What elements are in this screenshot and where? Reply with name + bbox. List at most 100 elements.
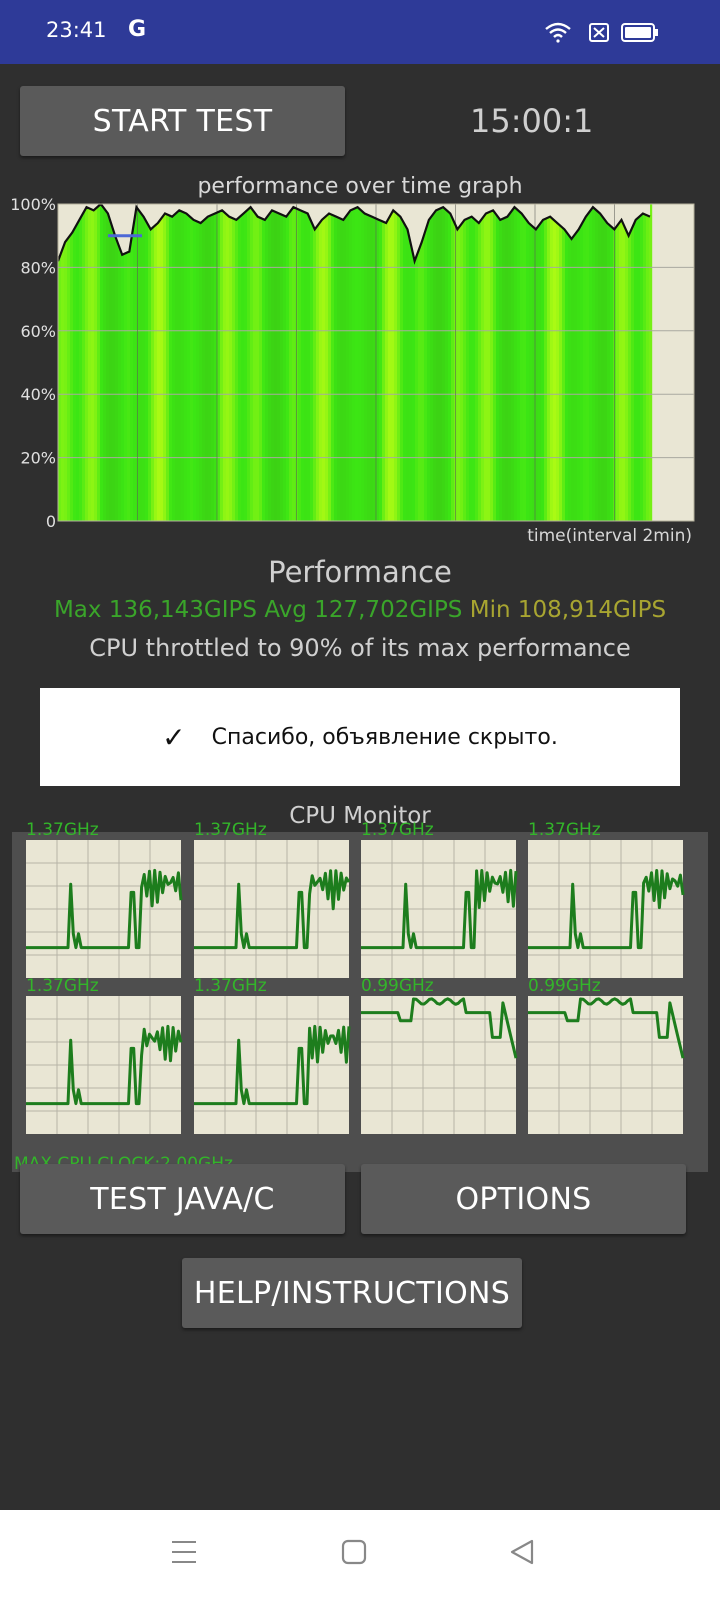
- stripe: [64, 204, 68, 521]
- stripe: [277, 204, 281, 521]
- performance-graph: 100% 80% 60% 40% 20% 0: [0, 195, 720, 532]
- cpu-monitor-title: CPU Monitor: [289, 803, 431, 829]
- stripe: [616, 204, 620, 521]
- stripe: [292, 204, 296, 521]
- stripe: [208, 204, 212, 521]
- stripe: [241, 204, 245, 521]
- stripe: [352, 204, 356, 521]
- stripe: [118, 204, 122, 521]
- stripe: [145, 204, 149, 521]
- stripe: [139, 204, 143, 521]
- stripe: [82, 204, 86, 521]
- help-instructions-button[interactable]: HELP/INSTRUCTIONS: [182, 1258, 522, 1328]
- back-icon[interactable]: [508, 1538, 536, 1566]
- stripe: [130, 204, 134, 521]
- stripe: [505, 204, 509, 521]
- stripe: [592, 204, 596, 521]
- ad-hidden-notice: ✓ Спасибо, объявление скрыто.: [40, 688, 680, 786]
- stripe: [199, 204, 203, 521]
- stripe: [88, 204, 92, 521]
- stripe: [337, 204, 341, 521]
- stripe: [631, 204, 635, 521]
- stripe: [367, 204, 371, 521]
- status-bar: 23:41 G: [0, 0, 720, 64]
- stripe: [187, 204, 191, 521]
- stripe: [70, 204, 74, 521]
- stripe: [610, 204, 614, 521]
- stripe: [214, 204, 218, 521]
- stripe: [349, 204, 353, 521]
- stripe: [514, 204, 518, 521]
- stripe: [238, 204, 242, 521]
- stripe: [361, 204, 365, 521]
- stripe: [100, 204, 104, 521]
- stripe: [427, 204, 431, 521]
- google-g-icon: G: [128, 17, 147, 42]
- stripe: [166, 204, 170, 521]
- throttle-text: CPU throttled to 90% of its max performa…: [89, 634, 631, 662]
- stripe: [226, 204, 230, 521]
- stripe: [376, 204, 380, 521]
- stripe: [397, 204, 401, 521]
- stripe: [205, 204, 209, 521]
- stripe: [79, 204, 83, 521]
- stripe: [595, 204, 599, 521]
- cpu-core-6: 0.99GHz: [361, 976, 519, 1141]
- stripe: [451, 204, 455, 521]
- stripe: [565, 204, 569, 521]
- stripe: [448, 204, 452, 521]
- options-button[interactable]: OPTIONS: [361, 1164, 686, 1234]
- stripe: [517, 204, 521, 521]
- stripe: [550, 204, 554, 521]
- stripe: [355, 204, 359, 521]
- stripe: [523, 204, 527, 521]
- stripe: [646, 204, 650, 521]
- performance-chart-svg: 100% 80% 60% 40% 20% 0: [10, 195, 695, 531]
- stripe: [244, 204, 248, 521]
- stripe: [322, 204, 326, 521]
- stripe: [193, 204, 197, 521]
- stripe: [511, 204, 515, 521]
- stripe: [112, 204, 116, 521]
- menu-icon[interactable]: [170, 1538, 198, 1566]
- stripe: [91, 204, 95, 521]
- stripe: [433, 204, 437, 521]
- home-icon[interactable]: [340, 1538, 368, 1566]
- stripe: [271, 204, 275, 521]
- cpu-core-0: 1.37GHz: [26, 820, 184, 985]
- stripe: [628, 204, 632, 521]
- stripe: [634, 204, 638, 521]
- stripe: [172, 204, 176, 521]
- stripe: [607, 204, 611, 521]
- core-freq: 1.37GHz: [194, 820, 267, 840]
- stripe: [445, 204, 449, 521]
- stripe: [571, 204, 575, 521]
- stripe: [379, 204, 383, 521]
- stripe: [568, 204, 572, 521]
- y-tick-label: 60%: [20, 322, 56, 341]
- cpu-core-3: 1.37GHz: [528, 820, 686, 985]
- stripe: [217, 204, 221, 521]
- stripe: [526, 204, 530, 521]
- test-java-c-button[interactable]: TEST JAVA/C: [20, 1164, 345, 1234]
- stripe: [262, 204, 266, 521]
- stripe: [175, 204, 179, 521]
- stripe: [325, 204, 329, 521]
- performance-stats: Max 136,143GIPS Avg 127,702GIPS Min 108,…: [0, 597, 720, 623]
- core-freq-line: [361, 997, 518, 1059]
- stripe: [67, 204, 71, 521]
- stripe: [154, 204, 158, 521]
- stripe: [538, 204, 542, 521]
- stripe: [319, 204, 323, 521]
- sim-no-signal-icon: [589, 23, 609, 42]
- stripe: [331, 204, 335, 521]
- start-test-button[interactable]: START TEST: [20, 86, 345, 156]
- cpu-core-2: 1.37GHz: [361, 820, 519, 985]
- stripe: [580, 204, 584, 521]
- stripe: [148, 204, 152, 521]
- stripe: [421, 204, 425, 521]
- stripe: [151, 204, 155, 521]
- stat-min: Min 108,914GIPS: [469, 597, 667, 623]
- y-tick-label: 80%: [20, 258, 56, 277]
- stripe: [493, 204, 497, 521]
